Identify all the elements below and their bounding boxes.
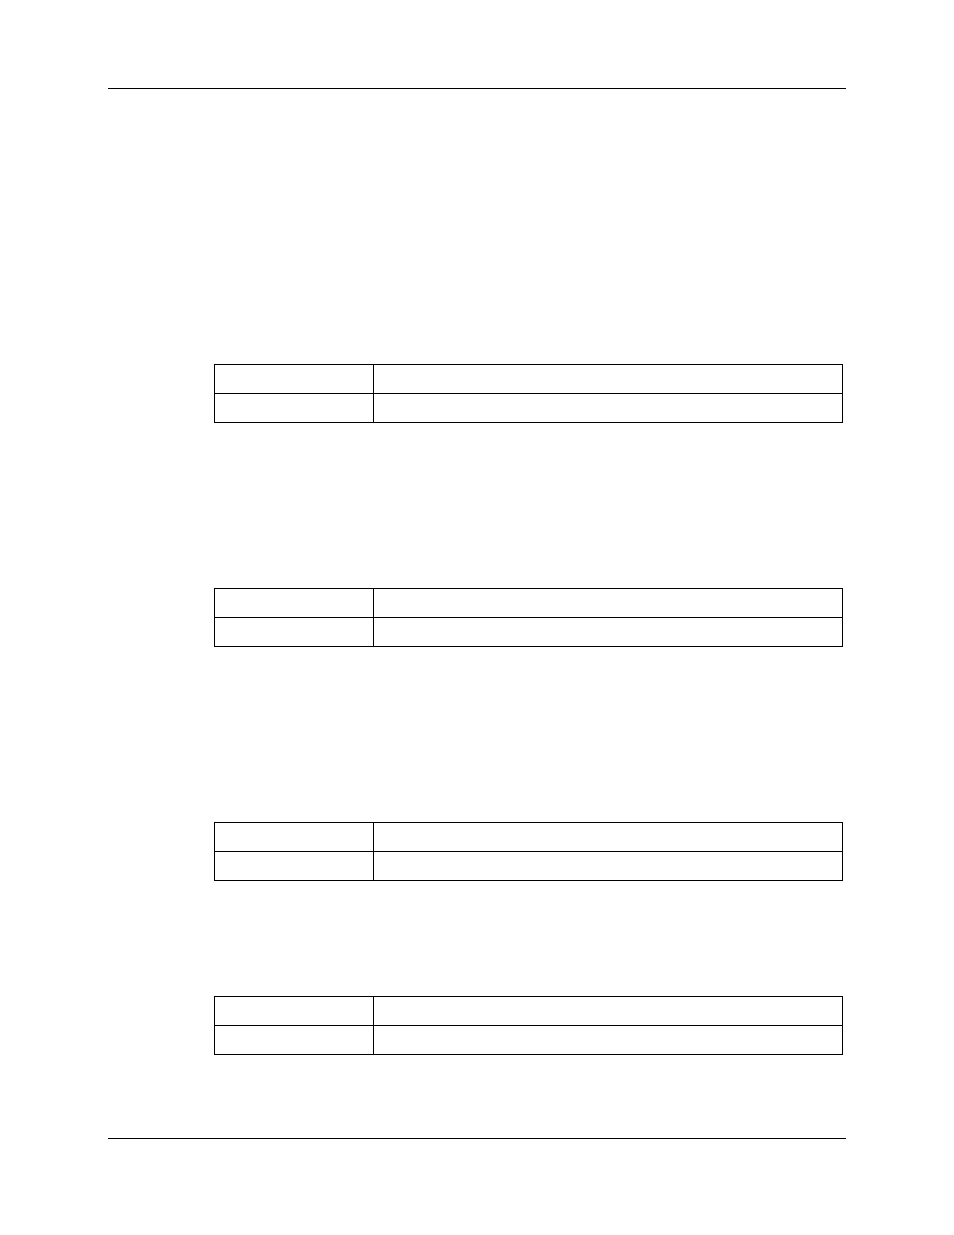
table-cell [215, 618, 374, 647]
table-row [215, 618, 843, 647]
table-cell [215, 823, 374, 852]
table-cell [215, 589, 374, 618]
table-1 [214, 364, 843, 423]
table-row [215, 852, 843, 881]
table-row [215, 997, 843, 1026]
table-cell [215, 997, 374, 1026]
table-2 [214, 588, 843, 647]
table-row [215, 394, 843, 423]
table-cell [374, 589, 843, 618]
table-cell [374, 394, 843, 423]
table-row [215, 589, 843, 618]
table-cell [215, 365, 374, 394]
table-cell [374, 823, 843, 852]
footer-rule [108, 1138, 846, 1139]
table-cell [374, 618, 843, 647]
table-row [215, 365, 843, 394]
table-cell [215, 394, 374, 423]
table-3 [214, 822, 843, 881]
table-cell [215, 1026, 374, 1055]
table-cell [374, 1026, 843, 1055]
table-row [215, 823, 843, 852]
table-4 [214, 996, 843, 1055]
header-rule [108, 88, 846, 89]
document-page [0, 0, 954, 1235]
table-cell [374, 852, 843, 881]
table-cell [374, 997, 843, 1026]
table-row [215, 1026, 843, 1055]
table-cell [215, 852, 374, 881]
table-cell [374, 365, 843, 394]
